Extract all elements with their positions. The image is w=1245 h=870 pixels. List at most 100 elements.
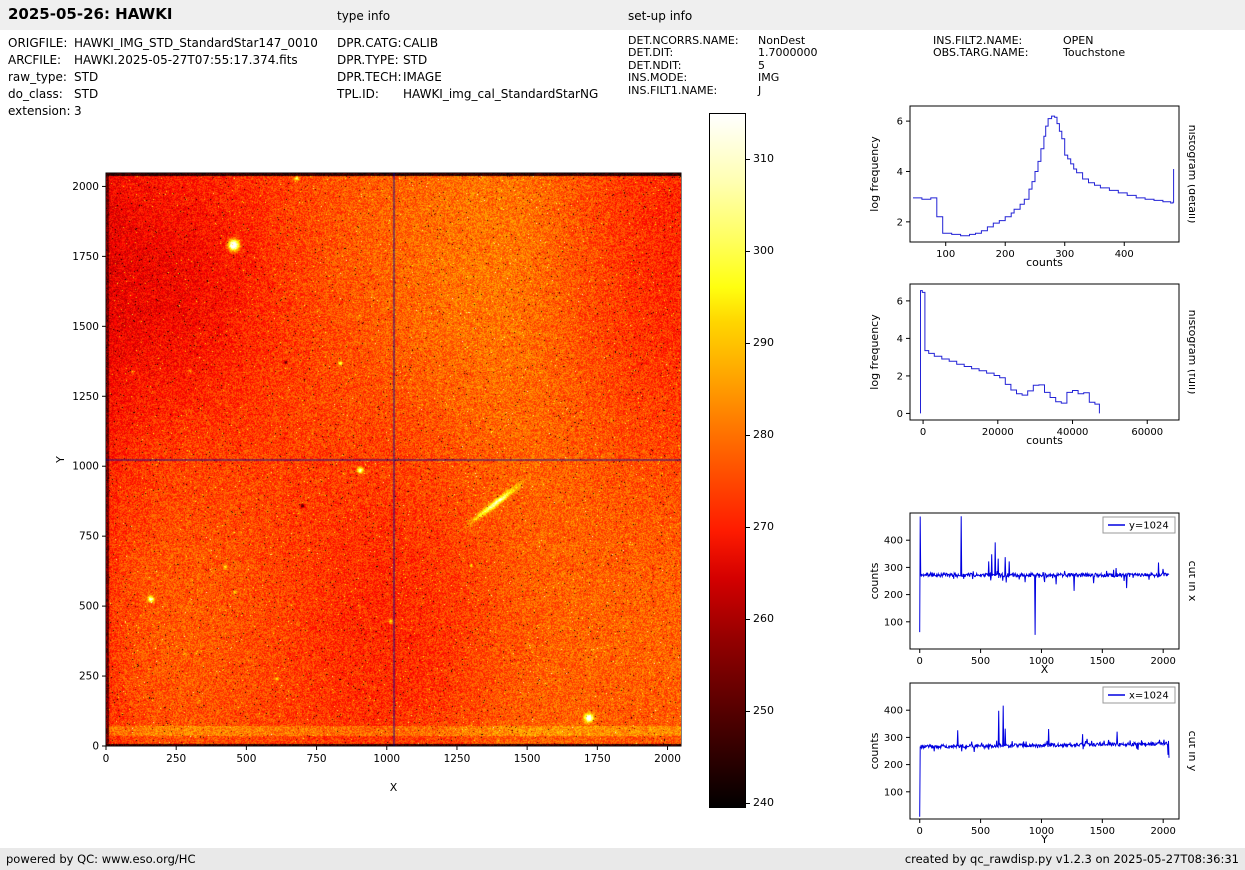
plot-border: [909, 512, 1180, 650]
meta-label: DET.NDIT:: [628, 58, 682, 72]
meta-row: DET.DIT: 1.7000000: [628, 46, 818, 59]
x-tick-label: 500: [971, 656, 990, 667]
x-tick-label: 0: [917, 826, 923, 837]
meta-label: ARCFILE:: [8, 53, 62, 67]
meta-value: Touchstone: [1063, 46, 1126, 60]
x-tick-label: 60000: [1131, 427, 1163, 438]
x-tick-label: 1500: [514, 753, 541, 765]
x-axis-label: counts: [1026, 434, 1063, 447]
x-tick-label: 0: [920, 427, 926, 438]
colorbar-tick-label: 310: [753, 152, 774, 166]
meta-label: DPR.CATG:: [337, 36, 402, 50]
right-axis-label: histogram (full): [1186, 310, 1195, 395]
y-tick-label: 300: [884, 563, 903, 574]
meta-value: IMG: [758, 71, 780, 85]
y-tick-label: 500: [79, 601, 99, 613]
meta-label: do_class:: [8, 87, 63, 101]
right-axis-label: cut in x: [1186, 561, 1195, 602]
colorbar-tick-mark: [746, 526, 750, 528]
y-tick-label: 200: [884, 760, 903, 771]
meta-value: HAWKI_IMG_STD_StandardStar147_0010: [74, 36, 318, 50]
y-tick-label: 100: [884, 617, 903, 628]
setup-info-column-1: DET.NCORRS.NAME: NonDest DET.DIT: 1.7000…: [628, 34, 818, 97]
plot-border: [909, 283, 1180, 421]
y-tick-label: 2: [897, 217, 903, 228]
meta-row: raw_type: STD: [8, 69, 318, 86]
y-tick-label: 300: [884, 733, 903, 744]
meta-label: DPR.TYPE:: [337, 53, 399, 67]
meta-row: do_class: STD: [8, 86, 318, 103]
colorbar-tick-label: 260: [753, 612, 774, 626]
meta-value: J: [758, 83, 762, 97]
file-info-column: ORIGFILE: HAWKI_IMG_STD_StandardStar147_…: [8, 35, 318, 120]
type-info-column: DPR.CATG: CALIB DPR.TYPE: STD DPR.TECH: …: [337, 35, 598, 103]
x-tick-label: 2000: [1150, 656, 1175, 667]
data-line: [920, 290, 1100, 414]
main-image-axes: 0 250 500 750 1000 1250 1500 1750 2000 0 250 500 750…: [54, 172, 682, 794]
x-tick-label: 300: [1055, 249, 1074, 260]
y-tick-label: 250: [79, 671, 99, 683]
y-tick-label: 4: [897, 334, 903, 345]
colorbar-tick-label: 290: [753, 336, 774, 350]
meta-label: DET.NCORRS.NAME:: [628, 34, 739, 47]
header-bar: 2025-05-26: HAWKI type info set-up info: [0, 0, 1245, 30]
y-axis-label: log frequency: [868, 136, 881, 212]
x-axis-label: Y: [1040, 833, 1048, 846]
meta-row: INS.MODE: IMG: [628, 71, 818, 85]
y-axis-label: Y: [54, 456, 67, 464]
data-line: [919, 705, 1170, 817]
y-tick-label: 0: [92, 741, 99, 753]
meta-value: STD: [403, 53, 428, 67]
y-tick-label: 1750: [72, 251, 99, 263]
legend-box: [1102, 686, 1176, 704]
colorbar-tick-label: 270: [753, 520, 774, 534]
setup-info-heading: set-up info: [628, 9, 693, 23]
meta-row: INS.FILT1.NAME: J: [628, 83, 818, 97]
meta-row: DET.NDIT: 5: [628, 58, 818, 72]
meta-label: TPL.ID:: [337, 87, 379, 101]
x-tick-label: 1000: [1029, 826, 1054, 837]
meta-value: STD: [74, 70, 99, 84]
footer-created-by: created by qc_rawdisp.py v1.2.3 on 2025-…: [904, 852, 1239, 866]
data-line: [919, 516, 1170, 635]
legend-label: x=1024: [1129, 691, 1169, 702]
x-tick-label: 1250: [444, 753, 471, 765]
y-tick-label: 0: [897, 409, 903, 420]
x-tick-label: 1000: [1029, 656, 1054, 667]
x-tick-label: 20000: [982, 427, 1014, 438]
detector-image: [106, 173, 681, 746]
colorbar-tick-label: 300: [753, 244, 774, 258]
y-tick-label: 4: [897, 167, 903, 178]
meta-label: extension:: [8, 104, 71, 118]
meta-value: CALIB: [403, 36, 439, 50]
x-tick-label: 250: [166, 753, 186, 765]
x-tick-label: 1000: [373, 753, 400, 765]
colorbar: [709, 113, 746, 808]
meta-row: DPR.TECH: IMAGE: [337, 69, 598, 86]
colorbar-tick-mark: [746, 250, 750, 252]
x-tick-label: 40000: [1057, 427, 1089, 438]
meta-value: OPEN: [1063, 34, 1094, 47]
y-axis-label: log frequency: [868, 314, 881, 390]
meta-value: 3: [74, 104, 82, 118]
x-axis-label: counts: [1026, 256, 1063, 269]
y-tick-label: 100: [884, 787, 903, 798]
colorbar-tick-mark: [746, 434, 750, 436]
plot-border: [909, 105, 1180, 243]
right-axis-label: histogram (detail): [1186, 125, 1195, 224]
colorbar-tick-label: 250: [753, 704, 774, 718]
right-axis-label: cut in y: [1186, 731, 1195, 772]
y-axis-label: counts: [868, 732, 881, 769]
meta-row: DET.NCORRS.NAME: NonDest: [628, 34, 818, 47]
x-axis-label: X: [1041, 663, 1049, 676]
meta-row: INS.FILT2.NAME: OPEN: [933, 34, 1125, 47]
x-tick-label: 0: [103, 753, 110, 765]
legend-box: [1102, 516, 1176, 534]
y-tick-label: 6: [897, 296, 903, 307]
colorbar-tick-mark: [746, 802, 750, 804]
meta-label: DPR.TECH:: [337, 70, 402, 84]
legend-label: y=1024: [1129, 521, 1169, 532]
colorbar-tick-mark: [746, 342, 750, 344]
y-tick-label: 750: [79, 531, 99, 543]
